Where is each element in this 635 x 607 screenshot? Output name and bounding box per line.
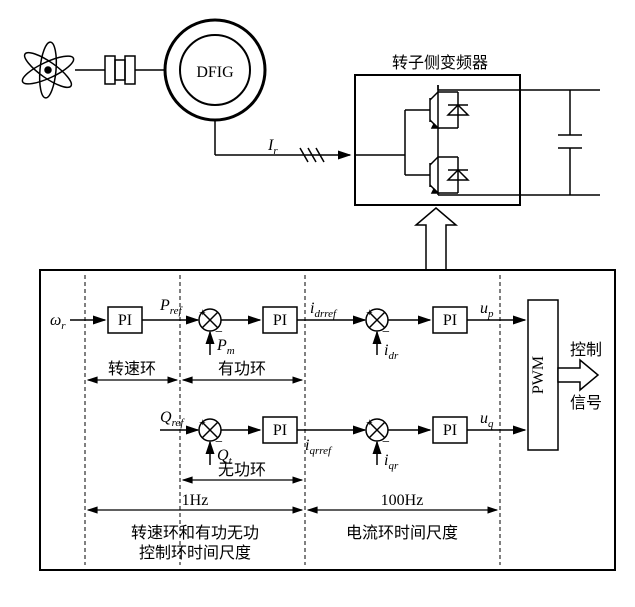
converter-box: 转子侧变频器 (355, 54, 520, 205)
active-loop-label: 有功环 (218, 360, 266, 378)
turbine-icon (19, 41, 77, 98)
qref-label: Qref (160, 409, 185, 429)
svg-text:−: − (382, 435, 390, 450)
freq1-label: 1Hz (182, 492, 209, 509)
iqrref-label: iqrref (305, 437, 333, 457)
pi-2: PI (273, 312, 287, 329)
idr-label: idr (384, 342, 399, 362)
svg-text:+: + (199, 415, 206, 429)
pwm-label: PWM (530, 356, 547, 394)
pi-4: PI (273, 422, 287, 439)
idrref-label: idrref (310, 300, 338, 320)
svg-text:−: − (382, 325, 390, 340)
speed-loop-label: 转速环 (108, 360, 156, 378)
svg-text:+: + (366, 305, 373, 319)
svg-text:+: + (199, 305, 206, 319)
dfig-icon: DFIG (165, 20, 265, 120)
pi-5: PI (443, 422, 457, 439)
pi-3: PI (443, 312, 457, 329)
block-diagram: DFIG Ir 转子侧变频器 (10, 10, 635, 597)
left-desc-2: 控制环时间尺度 (139, 544, 251, 562)
right-desc: 电流环时间尺度 (346, 524, 458, 542)
output-arrow (558, 360, 598, 390)
output-label-1: 控制 (570, 341, 602, 359)
up-label: up (480, 300, 494, 320)
svg-text:+: + (366, 415, 373, 429)
iqr-label: iqr (384, 452, 399, 472)
gearbox-icon (75, 56, 165, 84)
output-label-2: 信号 (570, 394, 602, 412)
freq2-label: 100Hz (381, 492, 424, 509)
uq-label: uq (480, 410, 494, 430)
converter-title: 转子侧变频器 (392, 54, 488, 72)
pm-label: Pm (216, 337, 235, 357)
dfig-label: DFIG (196, 64, 234, 81)
omega-r-label: ωr (50, 312, 66, 332)
left-desc-1: 转速环和有功无功 (131, 524, 259, 542)
pi-1: PI (118, 312, 132, 329)
control-to-converter-arrow (416, 208, 456, 270)
ir-label: Ir (267, 137, 278, 157)
reactive-loop-label: 无功环 (218, 461, 266, 479)
